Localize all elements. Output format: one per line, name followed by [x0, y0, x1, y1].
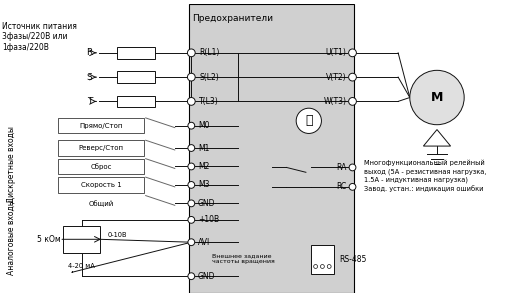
Text: RA: RA	[337, 163, 347, 172]
Circle shape	[313, 265, 318, 268]
Circle shape	[188, 200, 195, 207]
Text: ⏚: ⏚	[305, 114, 312, 127]
Text: Источник питания
3фазы/220В или
1фаза/220В: Источник питания 3фазы/220В или 1фаза/22…	[2, 22, 77, 52]
Bar	[58, 177, 144, 193]
Text: M1: M1	[198, 143, 209, 153]
Text: M: M	[431, 91, 443, 104]
Circle shape	[188, 122, 195, 129]
Text: Прямо/Стоп: Прямо/Стоп	[80, 123, 123, 129]
Circle shape	[188, 163, 195, 170]
Text: +10В: +10В	[198, 215, 219, 224]
Text: 4-20 мА: 4-20 мА	[68, 263, 95, 269]
Circle shape	[349, 164, 356, 171]
Text: GND: GND	[198, 272, 215, 281]
Circle shape	[321, 265, 324, 268]
Circle shape	[349, 49, 357, 57]
Text: T(L3): T(L3)	[199, 97, 219, 106]
Circle shape	[349, 184, 356, 190]
Text: 5 кОм: 5 кОм	[37, 235, 61, 244]
Text: Многофункциональный релейный
выход (5А - резистивная нагрузка,
1.5А - индуктивна: Многофункциональный релейный выход (5А -…	[364, 160, 486, 192]
Circle shape	[187, 73, 195, 81]
Bar	[116, 71, 155, 83]
Text: T: T	[87, 97, 92, 106]
Circle shape	[410, 70, 464, 125]
Text: Сброс: Сброс	[90, 163, 112, 170]
Circle shape	[188, 217, 195, 223]
Text: 0-10В: 0-10В	[108, 233, 127, 238]
Text: RS-485: RS-485	[339, 255, 366, 264]
Text: R: R	[86, 48, 92, 57]
Text: Реверс/Стоп: Реверс/Стоп	[78, 145, 124, 151]
Circle shape	[349, 73, 357, 81]
Text: Дискретные входы: Дискретные входы	[7, 126, 16, 203]
Circle shape	[188, 181, 195, 188]
Bar	[58, 159, 144, 174]
Text: Скорость 1: Скорость 1	[81, 182, 122, 188]
Text: M2: M2	[198, 162, 209, 171]
Text: Аналоговые входы: Аналоговые входы	[7, 200, 16, 275]
Bar	[63, 226, 100, 253]
Text: W(T3): W(T3)	[324, 97, 347, 106]
Bar	[116, 47, 155, 59]
Text: V(T2): V(T2)	[326, 73, 347, 82]
Text: Общий: Общий	[88, 200, 113, 207]
Bar	[116, 96, 155, 107]
Circle shape	[349, 97, 357, 105]
Circle shape	[187, 49, 195, 57]
Text: R(L1): R(L1)	[199, 48, 220, 57]
Text: M0: M0	[198, 121, 210, 130]
Circle shape	[188, 145, 195, 151]
Polygon shape	[423, 129, 450, 146]
Circle shape	[188, 273, 195, 279]
Text: Внешнее задание
частоты вращения: Внешнее задание частоты вращения	[212, 253, 274, 264]
Text: RC: RC	[337, 182, 347, 191]
Bar	[311, 245, 334, 274]
Text: S: S	[87, 73, 92, 82]
Text: M3: M3	[198, 180, 210, 189]
Text: U(T1): U(T1)	[326, 48, 347, 57]
Circle shape	[187, 97, 195, 105]
Bar	[189, 4, 354, 293]
Circle shape	[296, 108, 322, 133]
Text: GND: GND	[198, 199, 215, 208]
Bar	[58, 118, 144, 133]
Text: Предохранители: Предохранители	[192, 14, 273, 23]
Text: S(L2): S(L2)	[199, 73, 219, 82]
Circle shape	[188, 239, 195, 246]
Circle shape	[327, 265, 331, 268]
Bar	[58, 140, 144, 156]
Text: AVI: AVI	[198, 238, 210, 247]
